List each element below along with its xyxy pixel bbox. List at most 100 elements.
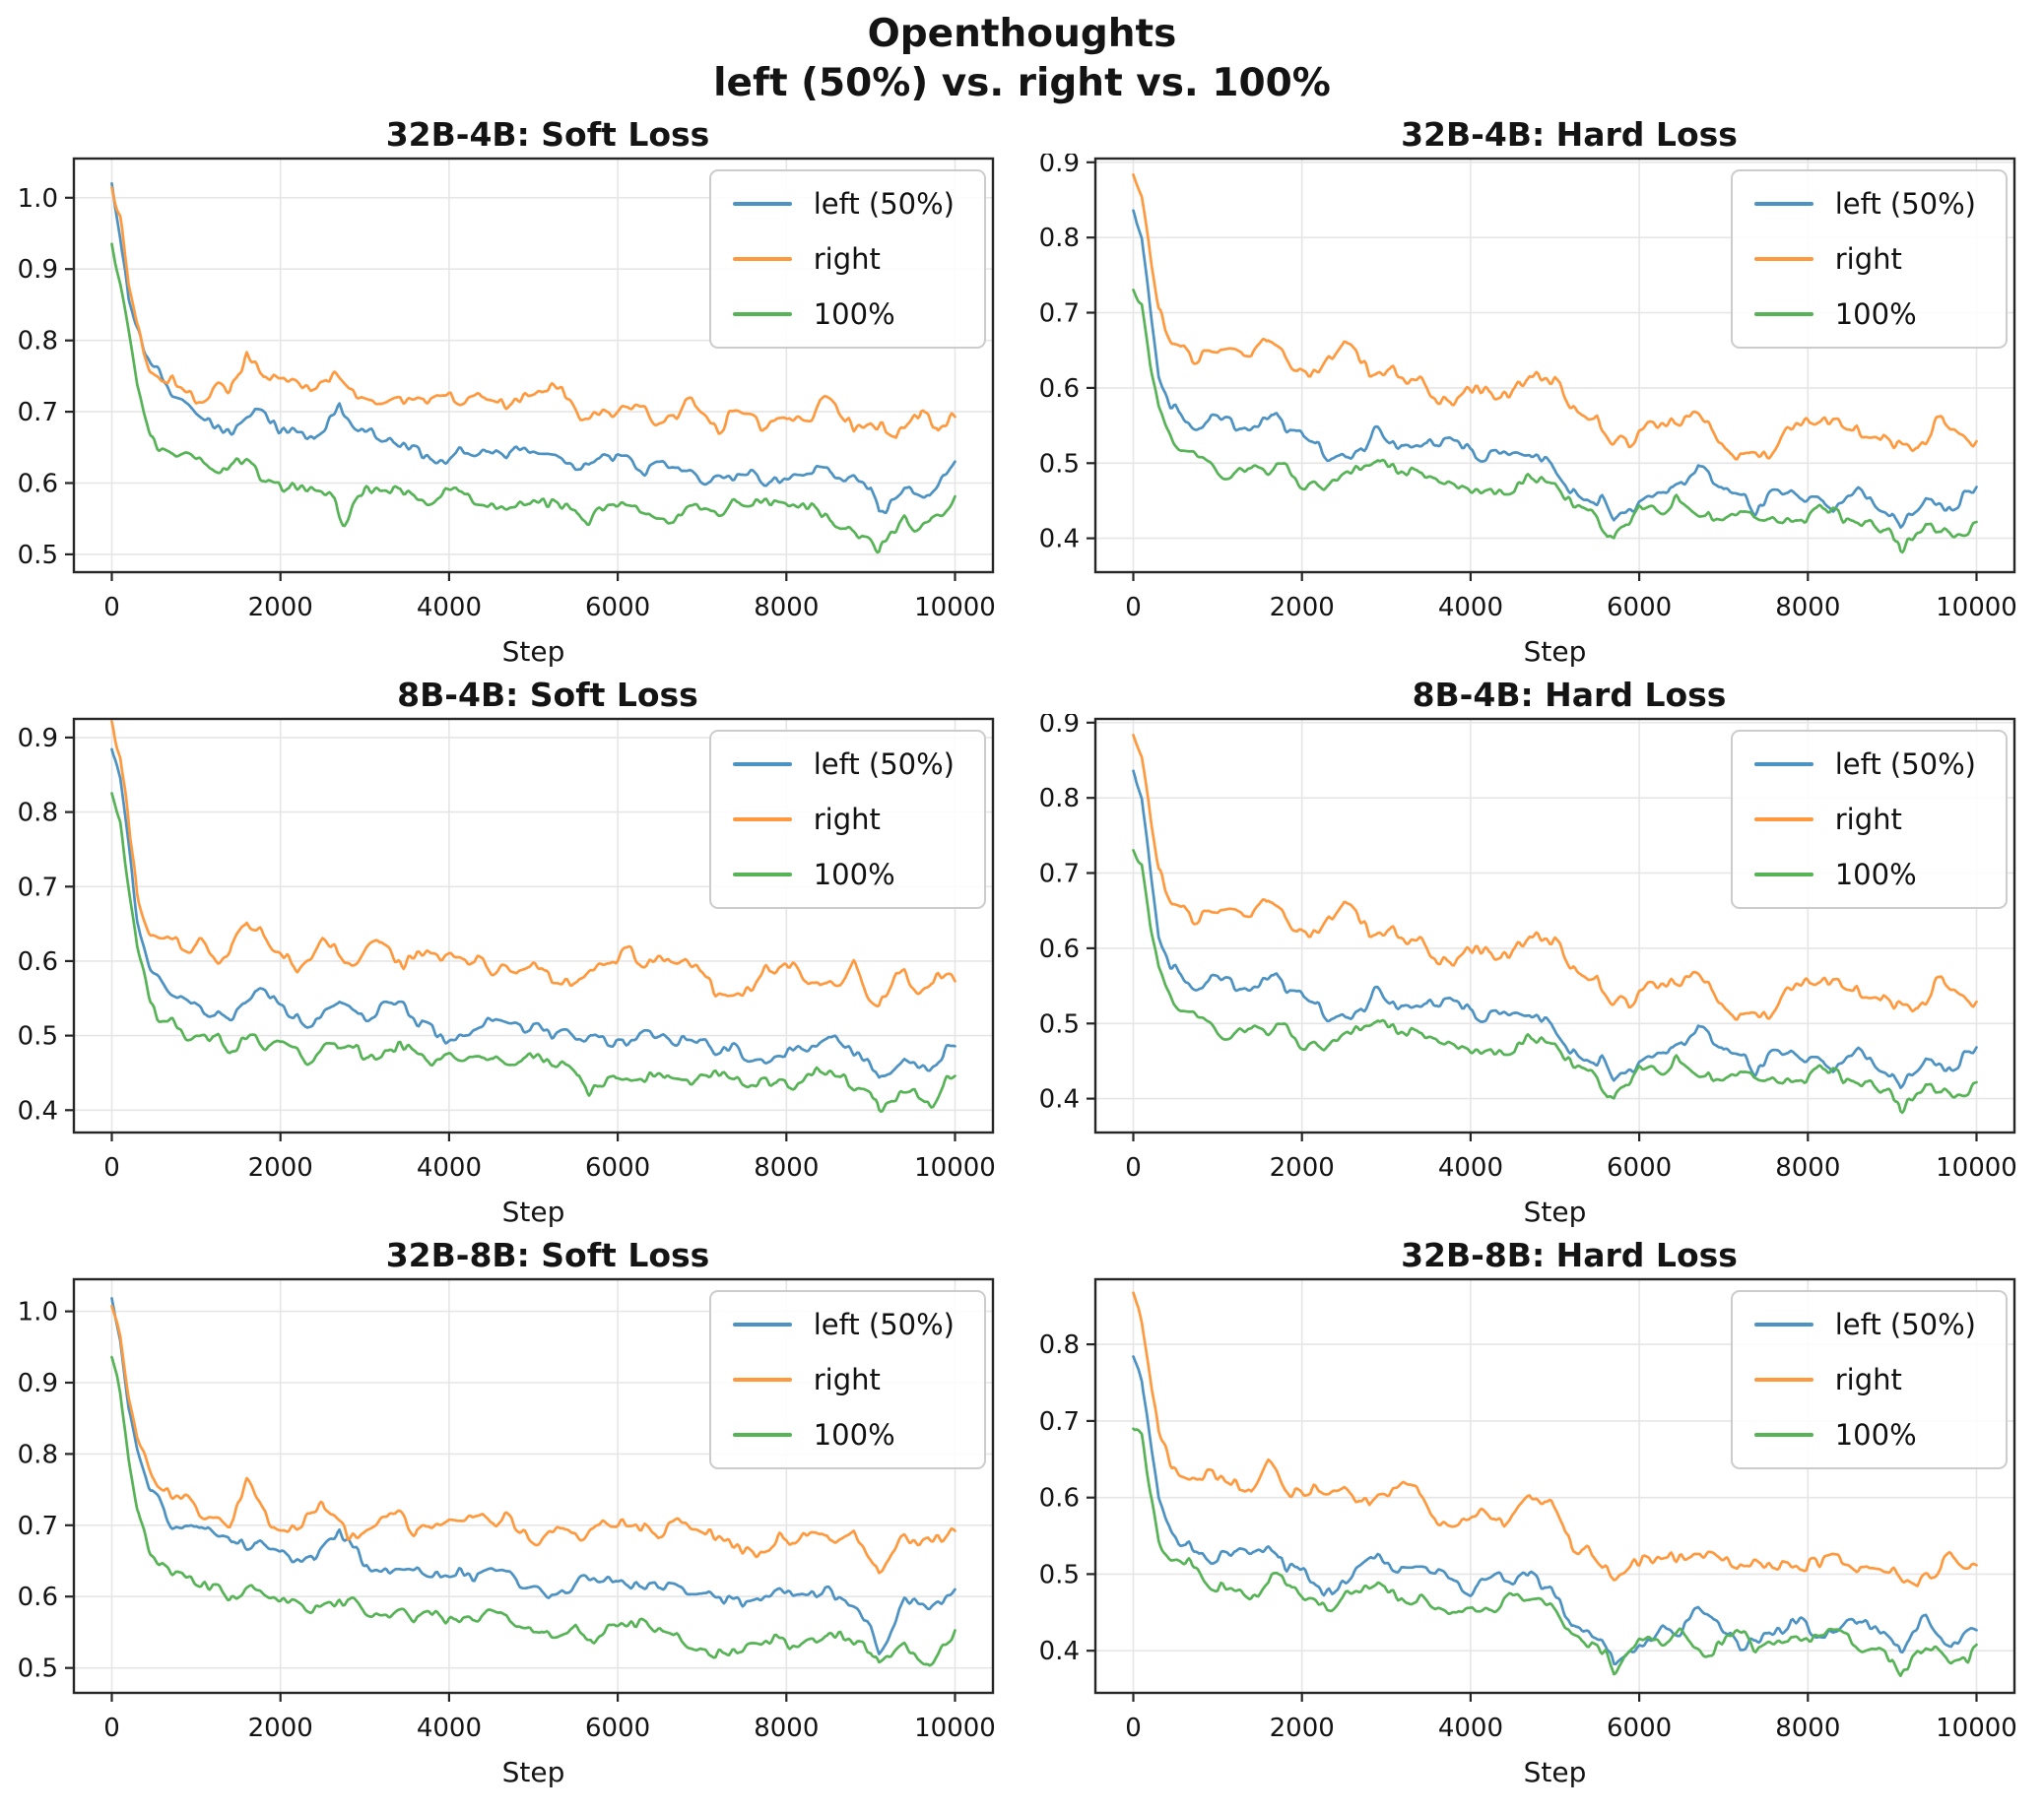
- series-line: [110, 747, 956, 1079]
- legend-item: 100%: [732, 297, 955, 331]
- x-tick-label: 8000: [1775, 593, 1840, 622]
- plot-area: 0 2000 4000 6000 8000 10000 0.4 0.5 0.6 0.7 0.8 0.9…: [1022, 714, 2043, 1229]
- y-tick-label: 0.7: [1039, 1407, 1080, 1437]
- series-line: [110, 242, 956, 554]
- x-tick-label: 2000: [248, 1153, 313, 1183]
- suptitle-line2: left (50%) vs. right vs. 100%: [713, 60, 1331, 105]
- subplot-32b-8b-soft: 32B-8B: Soft Loss 0 2000 4000 6000 8000 10000…: [0, 1229, 1022, 1789]
- x-axis-label: Step: [502, 1196, 565, 1228]
- x-tick-label: 0: [1125, 593, 1142, 622]
- series-line: [1132, 848, 1978, 1114]
- y-tick-label: 0.8: [1039, 784, 1080, 813]
- legend-label: 100%: [813, 857, 895, 891]
- legend-item: right: [1753, 1363, 1976, 1396]
- subplot-8b-4b-hard: 8B-4B: Hard Loss 0 2000 4000 6000 8000 10000 0…: [1022, 669, 2043, 1229]
- y-tick-label: 0.8: [1039, 224, 1080, 253]
- x-tick-label: 2000: [1270, 1153, 1335, 1183]
- legend-item: 100%: [1753, 857, 1976, 891]
- legend-line-swatch: [732, 256, 792, 262]
- series-line: [1132, 1291, 1978, 1587]
- legend-label: left (50%): [813, 1307, 955, 1341]
- legend-line-swatch: [1753, 256, 1813, 262]
- loss-chart: 0 2000 4000 6000 8000 10000 0.4 0.5 0.6 0.7 0.8 0.9…: [1039, 714, 2017, 1228]
- x-tick-label: 4000: [1438, 593, 1503, 622]
- y-tick-label: 0.5: [18, 541, 58, 570]
- x-tick-label: 10000: [914, 1153, 996, 1183]
- legend-line-swatch: [1753, 1377, 1813, 1383]
- legend-label: left (50%): [813, 186, 955, 221]
- y-tick-label: 0.4: [1039, 1084, 1080, 1114]
- x-tick-label: 8000: [754, 1714, 819, 1743]
- plot-title: 32B-4B: Soft Loss: [385, 114, 710, 154]
- x-axis-label: Step: [1524, 1756, 1587, 1788]
- legend-label: right: [1834, 802, 1902, 836]
- y-tick-label: 0.9: [1039, 154, 1080, 178]
- y-tick-label: 0.9: [18, 255, 58, 285]
- legend-label: 100%: [1834, 1417, 1917, 1452]
- y-tick-label: 0.9: [1039, 714, 1080, 739]
- y-tick-label: 0.8: [1039, 1330, 1080, 1360]
- legend-label: right: [813, 1362, 881, 1396]
- y-tick-label: 0.6: [1039, 1484, 1080, 1514]
- axes-frame: [72, 157, 995, 574]
- x-tick-label: 10000: [1936, 1153, 2017, 1183]
- x-tick-label: 8000: [1775, 1714, 1840, 1743]
- x-axis-label: Step: [502, 635, 565, 668]
- y-tick-label: 0.8: [18, 327, 58, 356]
- legend-line-swatch: [732, 761, 792, 767]
- y-tick-label: 0.5: [1039, 449, 1080, 479]
- legend-item: left (50%): [732, 1307, 955, 1341]
- subplot-8b-4b-soft: 8B-4B: Soft Loss 0 2000 4000 6000 8000 10000 0…: [0, 669, 1022, 1229]
- x-tick-label: 4000: [417, 1153, 482, 1183]
- x-tick-label: 10000: [914, 593, 996, 622]
- subplot-32b-4b-hard: 32B-4B: Hard Loss 0 2000 4000 6000 8000 10000…: [1022, 108, 2043, 669]
- y-tick-label: 0.7: [18, 873, 58, 902]
- x-tick-label: 6000: [1607, 1714, 1672, 1743]
- x-tick-label: 2000: [1270, 593, 1335, 622]
- series-line: [1132, 733, 1978, 1021]
- y-tick-label: 0.5: [18, 1021, 58, 1051]
- series-line: [1132, 172, 1978, 461]
- x-axis-label: Step: [1524, 635, 1587, 668]
- legend-item: left (50%): [1753, 1307, 1976, 1341]
- legend-line-swatch: [732, 816, 792, 822]
- subplot-grid: 32B-4B: Soft Loss 0 2000 4000 6000 8000 10000…: [0, 108, 2044, 1789]
- legend-item: 100%: [732, 857, 955, 891]
- x-tick-label: 6000: [1607, 593, 1672, 622]
- y-tick-label: 0.9: [18, 1369, 58, 1398]
- legend-line-swatch: [1753, 311, 1813, 317]
- x-tick-label: 6000: [585, 1714, 650, 1743]
- x-tick-label: 8000: [754, 1153, 819, 1183]
- legend-line-swatch: [732, 1432, 792, 1438]
- y-tick-label: 0.7: [18, 398, 58, 427]
- x-tick-label: 0: [103, 1714, 120, 1743]
- series-line: [1132, 1427, 1978, 1677]
- plot-area: 0 2000 4000 6000 8000 10000 0.4 0.5 0.6 0.7 0.8 0.9…: [1022, 154, 2043, 669]
- y-tick-label: 0.4: [18, 1096, 58, 1126]
- x-tick-label: 4000: [1438, 1153, 1503, 1183]
- legend-line-swatch: [1753, 1432, 1813, 1438]
- series-line: [110, 791, 956, 1113]
- x-tick-label: 2000: [248, 593, 313, 622]
- legend: left (50%) right 100%: [708, 729, 986, 909]
- plot-area: 0 2000 4000 6000 8000 10000 0.5 0.6 0.7 0.8 0.9 1.0…: [0, 1274, 1022, 1789]
- legend-label: right: [813, 241, 881, 276]
- legend-line-swatch: [732, 311, 792, 317]
- y-tick-label: 0.4: [1039, 524, 1080, 553]
- x-tick-label: 4000: [1438, 1714, 1503, 1743]
- series-line: [110, 1355, 956, 1667]
- y-tick-label: 0.6: [1039, 935, 1080, 964]
- y-tick-label: 0.6: [18, 947, 58, 977]
- legend-label: 100%: [813, 1417, 895, 1452]
- legend-label: left (50%): [1834, 1307, 1976, 1341]
- legend-label: 100%: [1834, 857, 1917, 891]
- axes-frame: [1093, 157, 2016, 574]
- y-tick-label: 0.7: [1039, 859, 1080, 888]
- y-tick-label: 0.7: [18, 1512, 58, 1541]
- x-axis-label: Step: [502, 1756, 565, 1788]
- plot-title: 8B-4B: Hard Loss: [1412, 675, 1727, 714]
- figure-suptitle: Openthoughts left (50%) vs. right vs. 10…: [0, 0, 2044, 108]
- x-tick-label: 2000: [1270, 1714, 1335, 1743]
- legend-line-swatch: [732, 872, 792, 877]
- legend: left (50%) right 100%: [708, 168, 986, 349]
